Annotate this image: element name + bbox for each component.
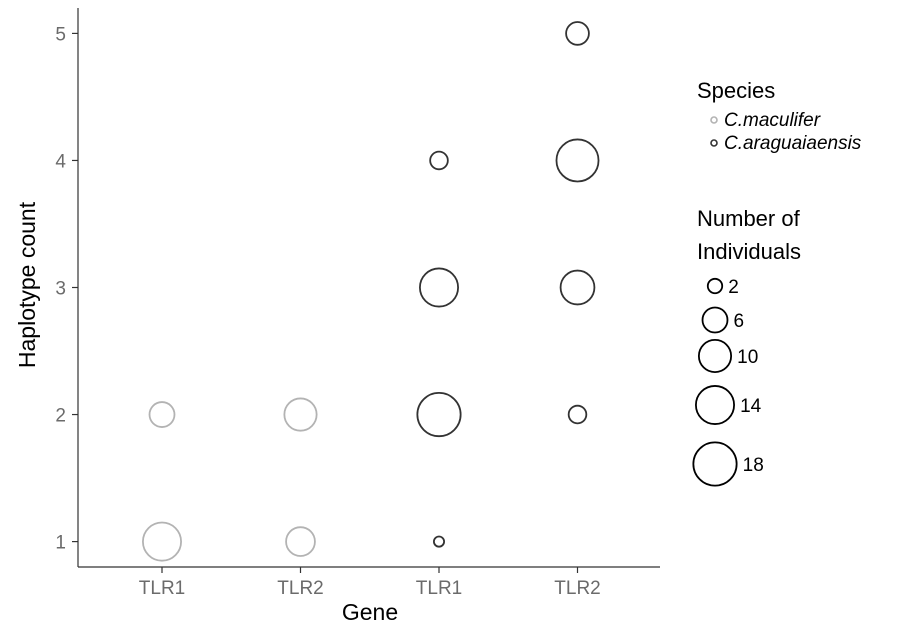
y-tick-label: 1 bbox=[55, 533, 66, 554]
legend-size-label: 14 bbox=[740, 396, 762, 417]
legend-size-label: 6 bbox=[733, 311, 744, 332]
data-point bbox=[283, 397, 318, 432]
y-tick-label: 5 bbox=[55, 24, 66, 45]
legend-species-key bbox=[710, 139, 718, 147]
data-point bbox=[419, 267, 459, 308]
legend-size-title-line2: Individuals bbox=[697, 239, 801, 264]
data-point bbox=[429, 150, 449, 171]
legend-species-key bbox=[710, 116, 718, 124]
data-point bbox=[567, 404, 588, 425]
x-tick-label: TLR2 bbox=[554, 578, 600, 599]
legend-species-title: Species bbox=[697, 78, 775, 103]
data-point bbox=[559, 269, 596, 306]
y-tick-label: 4 bbox=[55, 151, 66, 172]
legend-species-label: C.araguaiaensis bbox=[724, 133, 862, 154]
x-axis-title: Gene bbox=[342, 599, 398, 625]
data-points bbox=[142, 21, 600, 562]
y-tick-label: 3 bbox=[55, 279, 66, 300]
data-point bbox=[142, 521, 182, 562]
data-point bbox=[285, 526, 316, 557]
legend-size-key bbox=[706, 277, 724, 295]
axes: 1 2 3 4 5 TLR1 TLR2 TLR1 TLR2 bbox=[55, 8, 660, 599]
x-tick-label: TLR2 bbox=[277, 578, 323, 599]
legend-size-key bbox=[701, 306, 729, 334]
x-tick-label: TLR1 bbox=[416, 578, 462, 599]
legend-size-title-line1: Number of bbox=[697, 206, 801, 231]
y-tick-label: 2 bbox=[55, 406, 66, 427]
legend-size-label: 10 bbox=[737, 347, 758, 368]
data-point bbox=[432, 535, 445, 548]
x-tick-label: TLR1 bbox=[139, 578, 185, 599]
legend-size-label: 18 bbox=[743, 455, 764, 476]
legend-size-key bbox=[692, 441, 738, 487]
legend-size-key bbox=[697, 338, 733, 374]
legend-species-label: C.maculifer bbox=[724, 110, 821, 131]
data-point bbox=[555, 138, 600, 183]
data-point bbox=[416, 392, 462, 438]
size-legend-entries: 2 6 10 14 18 bbox=[692, 277, 764, 487]
legend-size-key bbox=[695, 385, 735, 425]
legend-size-label: 2 bbox=[728, 277, 739, 298]
data-point bbox=[148, 401, 176, 428]
data-point bbox=[565, 21, 590, 46]
legend-size-title: Number of Individuals bbox=[697, 206, 806, 264]
y-axis-title: Haplotype count bbox=[14, 201, 40, 368]
